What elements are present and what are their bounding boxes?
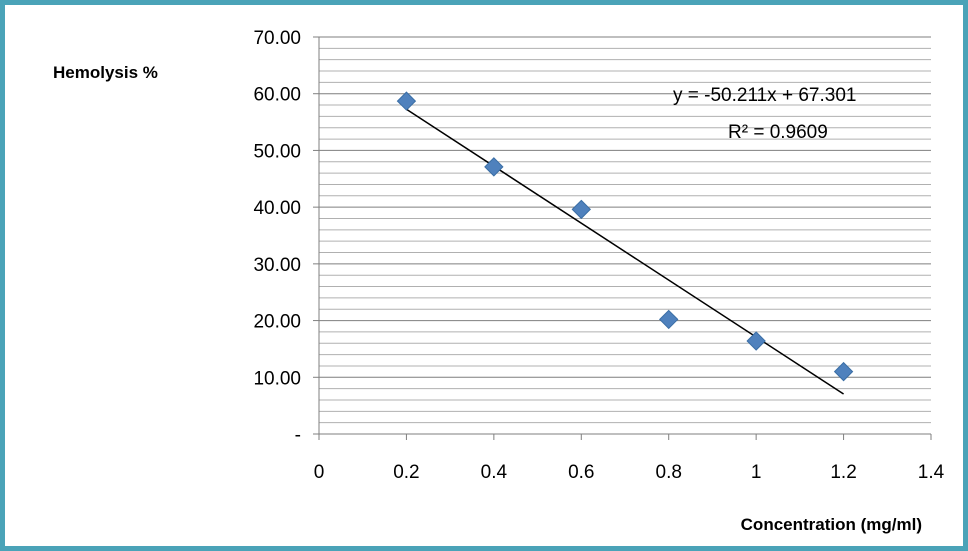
x-tick-label: 0 xyxy=(314,462,325,483)
trendline-equation: y = -50.211x + 67.301 xyxy=(673,85,857,106)
y-tick-label: 10.00 xyxy=(253,368,301,389)
data-point xyxy=(746,331,766,351)
x-tick-label: 1.2 xyxy=(830,462,856,483)
y-tick-label: 70.00 xyxy=(253,28,301,49)
x-tick-label: 0.4 xyxy=(481,462,508,483)
data-point xyxy=(396,91,417,111)
y-tick-label: - xyxy=(295,425,301,446)
data-point xyxy=(833,361,854,382)
y-axis-label: Hemolysis % xyxy=(53,63,158,82)
x-tick-label: 0.6 xyxy=(568,462,594,483)
y-tick-label: 60.00 xyxy=(253,85,301,106)
x-tick-label: 0.2 xyxy=(393,462,419,483)
y-tick-label: 50.00 xyxy=(253,141,301,162)
data-point xyxy=(659,309,679,330)
x-tick-label: 0.8 xyxy=(656,462,682,483)
data-point xyxy=(484,157,504,177)
x-tick-label: 1.4 xyxy=(918,462,945,483)
y-tick-label: 30.00 xyxy=(253,255,301,276)
chart-svg: - 10.00 20.00 30.00 40.00 50.00 60.00 70.00 0 0.2… xyxy=(253,28,945,483)
y-tick-label: 40.00 xyxy=(253,198,301,219)
trendline xyxy=(406,108,844,395)
x-tick-label: 1 xyxy=(751,462,762,483)
trendline-r-squared: R² = 0.9609 xyxy=(728,122,828,143)
x-axis-label: Concentration (mg/ml) xyxy=(740,515,922,534)
y-tick-label: 20.00 xyxy=(253,312,301,333)
data-point xyxy=(571,199,591,220)
